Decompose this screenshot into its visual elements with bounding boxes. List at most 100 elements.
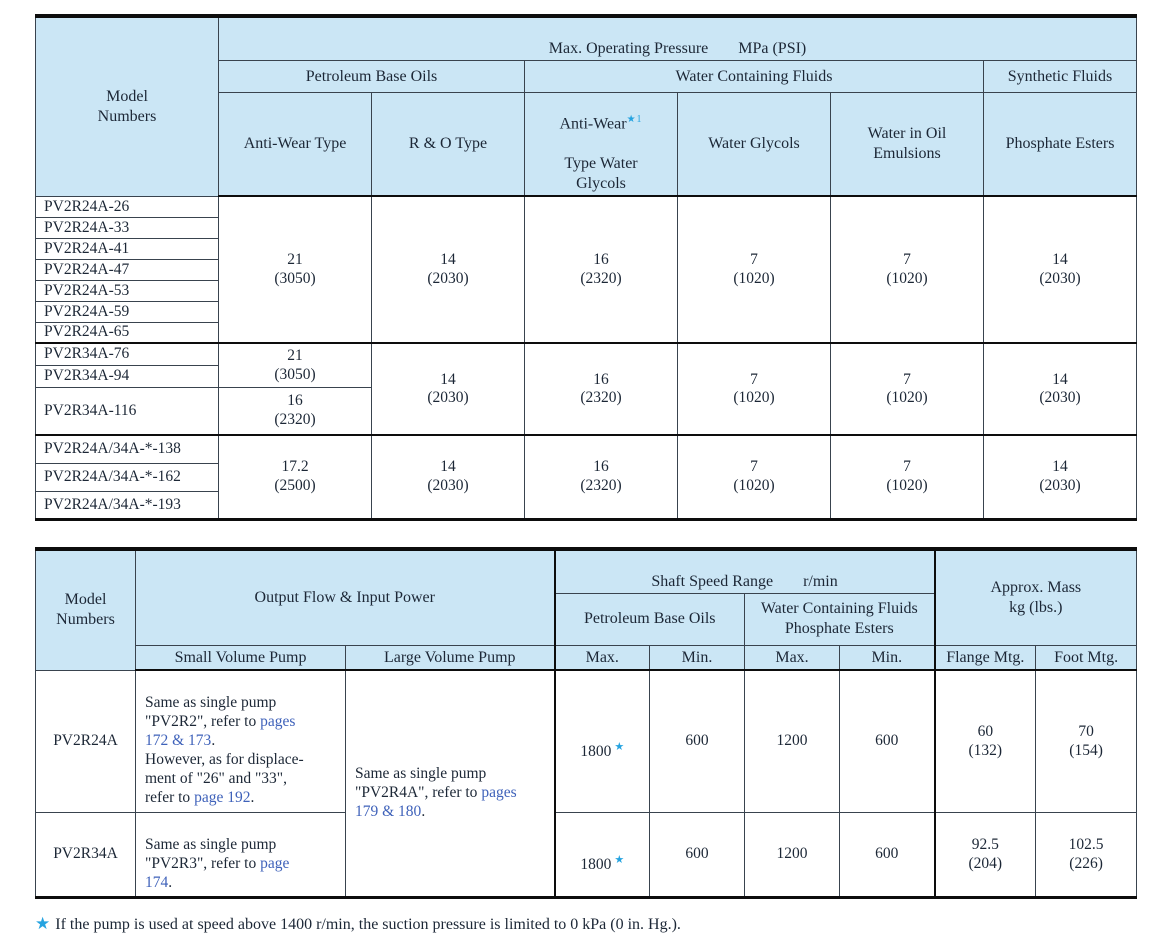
star-icon: ★ xyxy=(35,914,51,934)
water-in-oil-value: 7 (1020) xyxy=(830,434,984,520)
pressure-group-pv2r34a: PV2R34A-76 21 (3050) 14 (2030) 16 (2320)… xyxy=(35,342,1137,436)
table-row: PV2R34A-76 21 (3050) 14 (2030) 16 (2320)… xyxy=(35,342,1137,436)
shaft-speed-range-text: Shaft Speed Range xyxy=(651,572,774,590)
water-glycols-value: 7 (1020) xyxy=(677,195,831,344)
page-reference-link[interactable]: page 174 xyxy=(145,854,290,891)
model-cell: PV2R24A xyxy=(35,669,136,813)
phosphate-value: 14 (2030) xyxy=(983,342,1137,436)
speed-header-row-1: Model Numbers Output Flow & Input Power … xyxy=(35,548,1138,671)
phosphate-value: 14 (2030) xyxy=(983,434,1137,520)
small-volume-pump-header: Small Volume Pump xyxy=(135,644,346,672)
model-cell: PV2R34A-76 xyxy=(35,342,219,366)
small-volume-pump-note: Same as single pump "PV2R2", refer to pa… xyxy=(135,669,346,813)
shaft-speed-range-header: Shaft Speed Range r/min xyxy=(553,548,936,594)
foot-mtg-header: Foot Mtg. xyxy=(1035,644,1138,672)
model-cell: PV2R24A/34A-*-193 xyxy=(35,490,219,520)
approx-mass-header: Approx. Mass kg (lbs.) xyxy=(933,548,1138,646)
model-numbers-header: Model Numbers xyxy=(35,15,219,197)
table-row: PV2R24A Same as single pump "PV2R2", ref… xyxy=(35,669,1138,899)
water-in-oil-emulsions-header: Water in Oil Emulsions xyxy=(830,92,984,198)
output-flow-shaft-speed-table: Model Numbers Output Flow & Input Power … xyxy=(35,546,1138,900)
table-row: PV2R24A/34A-*-138 17.2 (2500) 14 (2030) … xyxy=(35,434,1137,520)
model-numbers-header: Model Numbers xyxy=(35,548,136,671)
min-speed-water: 600 xyxy=(839,669,936,813)
large-volume-pump-header: Large Volume Pump xyxy=(344,644,556,672)
synthetic-fluids-header: Synthetic Fluids xyxy=(983,60,1137,93)
footnote-text: If the pump is used at speed above 1400 … xyxy=(55,916,681,934)
water-glycols-header: Water Glycols xyxy=(677,92,831,198)
foot-mass: 102.5 (226) xyxy=(1035,811,1138,899)
model-cell: PV2R34A-94 xyxy=(35,364,219,388)
note-text: Same as single pump "PV2R2", refer to xyxy=(145,694,277,731)
small-volume-pump-note: Same as single pump "PV2R3", refer to pa… xyxy=(135,811,346,899)
water-glycols-value: 7 (1020) xyxy=(677,434,831,520)
max-speed-value: 1800 xyxy=(580,855,612,873)
r-and-o-value: 14 (2030) xyxy=(371,434,525,520)
page-reference-link[interactable]: pages 179 & 180 xyxy=(355,783,517,820)
speed-table-header: Model Numbers Output Flow & Input Power … xyxy=(35,548,1138,672)
phosphate-esters-header: Phosphate Esters xyxy=(983,92,1137,198)
anti-wear-wg-rest: Type Water Glycols xyxy=(564,155,638,193)
anti-wear-water-glycols-header: Anti-Wear★1 Type Water Glycols xyxy=(524,92,678,198)
anti-wear-value: 17.2 (2500) xyxy=(218,434,372,520)
max-operating-pressure-table: Model Numbers Max. Operating Pressure MPa… xyxy=(35,14,1137,521)
phosphate-value: 14 (2030) xyxy=(983,195,1137,344)
output-flow-input-power-header: Output Flow & Input Power xyxy=(134,548,556,646)
anti-wear-value: 21 (3050) xyxy=(218,342,372,388)
page-reference-link[interactable]: pages 172 & 173 xyxy=(145,713,296,750)
max-speed-value: 1800 xyxy=(580,742,612,760)
min-speed-petroleum: 600 xyxy=(649,811,746,899)
pressure-group-pv2r24a-34a: PV2R24A/34A-*-138 17.2 (2500) 14 (2030) … xyxy=(35,434,1137,520)
note-text: Same as single pump "PV2R4A", refer to xyxy=(355,764,487,801)
flange-mtg-header: Flange Mtg. xyxy=(933,644,1037,672)
note-text: . xyxy=(421,802,426,820)
table-row: PV2R24A-53 xyxy=(35,279,1137,302)
petroleum-base-oils-header: Petroleum Base Oils xyxy=(553,592,746,646)
model-cell: PV2R24A-33 xyxy=(35,216,219,239)
shaft-speed-unit: r/min xyxy=(803,572,838,590)
page-reference-link[interactable]: page 192 xyxy=(194,788,251,806)
star-icon: ★ xyxy=(626,114,637,125)
model-cell: PV2R24A/34A-*-162 xyxy=(35,462,219,492)
max-petroleum-header: Max. xyxy=(553,644,651,672)
note-text: . However, as for displace- ment of "26"… xyxy=(145,732,304,806)
speed-header-row-2: Petroleum Base Oils Water Containing Flu… xyxy=(36,592,1137,646)
speed-table-body: PV2R24A Same as single pump "PV2R2", ref… xyxy=(35,669,1138,899)
min-speed-petroleum: 600 xyxy=(649,669,746,813)
note-text: . xyxy=(168,873,173,891)
model-cell: PV2R24A-41 xyxy=(35,237,219,260)
anti-wear-value: 16 (2320) xyxy=(218,386,372,436)
footnote: ★ If the pump is used at speed above 1400… xyxy=(35,914,1166,934)
pressure-group-pv2r24a: PV2R24A-26 21 (3050) 14 (2030) 16 (2320)… xyxy=(35,195,1137,344)
flange-mass: 92.5 (204) xyxy=(933,811,1037,899)
pressure-header-row-groups: Petroleum Base Oils Water Containing Flu… xyxy=(36,60,1137,93)
model-cell: PV2R24A-26 xyxy=(35,195,219,218)
pressure-title-text: Max. Operating Pressure xyxy=(548,40,709,57)
table-row: PV2R24A-41 xyxy=(35,237,1137,260)
min-water-header: Min. xyxy=(839,644,936,672)
model-cell: PV2R34A xyxy=(35,811,136,899)
pressure-title-cell: Max. Operating Pressure MPa (PSI) xyxy=(218,15,1137,61)
max-speed-petroleum: 1800 ★ xyxy=(553,669,651,813)
r-and-o-value: 14 (2030) xyxy=(371,195,525,344)
min-petroleum-header: Min. xyxy=(649,644,746,672)
table-row: PV2R24A/34A-*-193 xyxy=(35,490,1137,520)
water-in-oil-value: 7 (1020) xyxy=(830,342,984,436)
note-text: . xyxy=(250,788,255,806)
max-speed-water: 1200 xyxy=(744,669,841,813)
pressure-header-row-types: Anti-Wear Type R & O Type Anti-Wear★1 Ty… xyxy=(36,92,1137,198)
table-row: PV2R34A-94 xyxy=(35,364,1137,388)
water-containing-fluids-header: Water Containing Fluids xyxy=(524,60,984,93)
petroleum-base-oils-header: Petroleum Base Oils xyxy=(218,60,525,93)
model-cell: PV2R24A-59 xyxy=(35,300,219,323)
table-row: PV2R34A Same as single pump "PV2R3", ref… xyxy=(35,811,1138,899)
star-icon: ★ xyxy=(614,853,625,866)
r-and-o-type-header: R & O Type xyxy=(371,92,525,198)
anti-wear-wg-value: 16 (2320) xyxy=(524,195,678,344)
anti-wear-wg-line1: Anti-Wear xyxy=(559,115,627,133)
note-number: 1 xyxy=(636,114,643,125)
water-in-oil-value: 7 (1020) xyxy=(830,195,984,344)
min-speed-water: 600 xyxy=(839,811,936,899)
anti-wear-wg-value: 16 (2320) xyxy=(524,342,678,436)
